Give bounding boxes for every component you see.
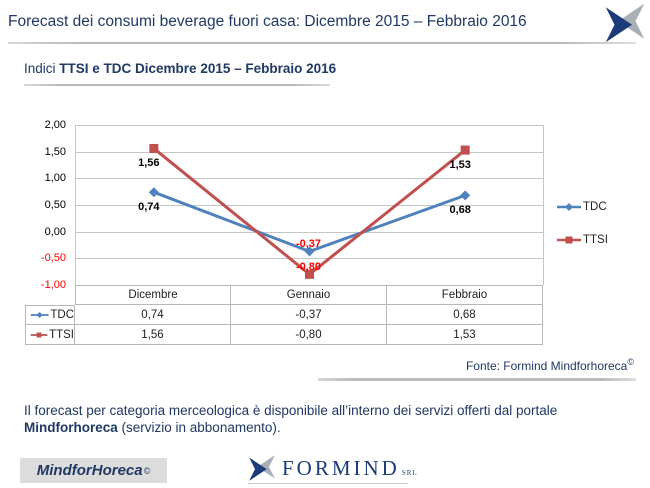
table-header-cell: Dicembre (75, 285, 231, 305)
legend-marker-icon (557, 236, 581, 244)
formind-logo-underline (248, 483, 408, 484)
logo-gray-arrow (618, 3, 645, 39)
paragraph-brand-bold: Mindforhoreca (24, 420, 118, 435)
body-paragraph: Il forecast per categoria merceologica è… (24, 402, 630, 436)
data-point-label: 0,68 (449, 204, 471, 217)
y-axis-tick-label: 2,00 (44, 119, 66, 131)
subtitle-bold: TTSI e TDC Dicembre 2015 – Febbraio 2016 (59, 61, 337, 76)
chart-subtitle: Indici TTSI e TDC Dicembre 2015 – Febbra… (24, 61, 336, 76)
source-text: Fonte: Formind Mindforhoreca (465, 359, 628, 373)
data-point-marker (304, 246, 315, 257)
table-header-cell: Febbraio (387, 285, 543, 305)
legend-marker-icon (30, 332, 48, 337)
table-series-name: TTSI (49, 328, 74, 341)
gridline (76, 205, 543, 206)
data-point-label: 1,56 (138, 157, 160, 170)
data-point-marker (305, 269, 314, 279)
paragraph-rest: (servizio in abbonamento). (117, 420, 281, 435)
gridline (76, 231, 543, 233)
legend-label: TTSI (583, 234, 608, 246)
plot-area (75, 125, 544, 285)
paragraph-line1: Il forecast per categoria merceologica è… (24, 403, 558, 418)
y-axis-tick-label: -1,00 (40, 279, 66, 291)
table-corner-blank (25, 285, 75, 305)
table-value-cell: 0,74 (75, 305, 231, 325)
gridline (76, 178, 543, 180)
y-axis-tick-label: 0,50 (44, 199, 66, 211)
y-axis-tick-label: 0,00 (44, 225, 66, 238)
data-point-marker (460, 190, 471, 201)
table-header-cell: Gennaio (231, 285, 387, 305)
data-point-label: -0,80 (295, 261, 322, 274)
brand-copyright-sup: © (143, 465, 151, 476)
data-point-label: 1,53 (449, 159, 471, 172)
brand-text: MindforHoreca (36, 462, 143, 479)
table-series-key: TTSI (25, 325, 75, 345)
mindforhoreca-brand: MindforHoreca © (20, 458, 167, 483)
legend-marker-icon (557, 203, 581, 211)
data-point-marker (149, 143, 159, 153)
source-note: Fonte: Formind Mindforhoreca© (318, 357, 634, 373)
gridline (76, 125, 543, 126)
legend-marker-icon (30, 312, 49, 318)
y-axis-tick-label: -0,50 (40, 252, 66, 265)
copyright-sup: © (627, 357, 634, 367)
table-value-cell: -0,37 (231, 305, 387, 325)
gridline (76, 258, 543, 260)
formind-wordmark: FORMIND (282, 455, 400, 480)
y-axis-tick-label: 1,00 (44, 172, 66, 185)
formind-logo-icon (605, 3, 645, 43)
chart-data-table: Dicembre Gennaio Febbraio TDC 0,74 -0,37 0,68… (25, 285, 543, 345)
data-point-label: 0,74 (138, 201, 160, 214)
formind-x-icon (249, 455, 275, 481)
logo-blue-arrow (605, 7, 632, 43)
page-title: Forecast dei consumi beverage fuori casa… (8, 13, 527, 30)
y-axis-tick-label: 1,50 (44, 145, 66, 158)
legend-label: TDC (583, 201, 607, 213)
legend-item-ttsi: TTSI (556, 234, 608, 246)
formind-logo: FORMIND SRL (248, 455, 418, 481)
data-point-label: -0,37 (295, 238, 322, 251)
formind-srl-label: SRL (401, 469, 418, 477)
table-value-cell: 1,53 (387, 325, 543, 345)
legend-item-tdc: TDC (556, 201, 608, 213)
table-series-name: TDC (50, 309, 74, 321)
table-value-cell: 0,68 (387, 305, 543, 325)
subtitle-prefix: Indici (24, 61, 56, 76)
chart-legend: TDC TTSI (556, 201, 608, 246)
subtitle-divider (24, 84, 330, 86)
table-series-key: TDC (25, 305, 75, 325)
source-divider (318, 378, 636, 381)
table-value-cell: 1,56 (75, 325, 231, 345)
gridline (76, 151, 543, 153)
data-point-marker (148, 187, 159, 198)
header-divider (8, 42, 636, 44)
data-point-marker (460, 145, 470, 155)
table-value-cell: -0,80 (231, 325, 387, 345)
